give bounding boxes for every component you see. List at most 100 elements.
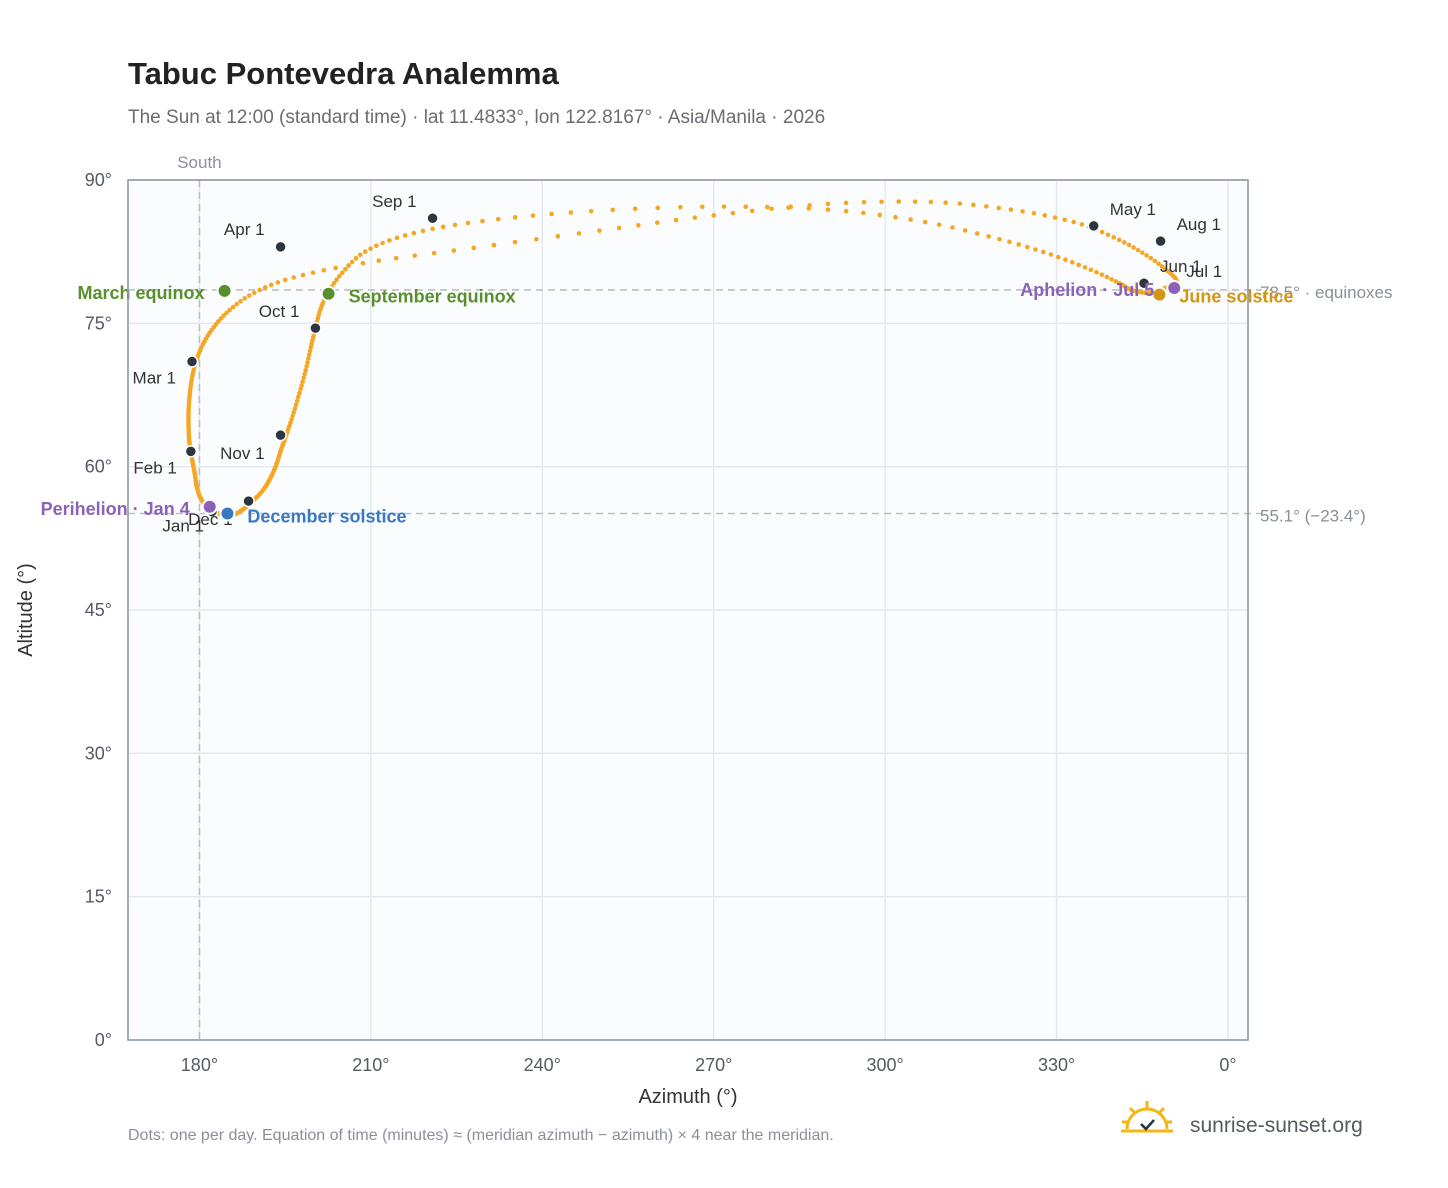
day-dot — [1117, 280, 1122, 286]
day-dot — [962, 228, 968, 233]
plot-frame — [127, 179, 1249, 1041]
chart-title: Tabuc Pontevedra Analemma — [128, 56, 559, 91]
day-dot — [632, 206, 638, 212]
day-dot — [1079, 222, 1085, 227]
day-dot — [368, 246, 373, 251]
day-dot — [1159, 264, 1165, 269]
y-axis-title: Altitude (°) — [15, 563, 37, 657]
day-dot — [1139, 250, 1145, 255]
event-label: Aphelion · Jul 5 — [1020, 280, 1154, 300]
day-dot — [957, 201, 963, 206]
day-dot — [251, 290, 257, 296]
day-dot — [1024, 244, 1030, 250]
day-dot — [1082, 265, 1088, 270]
chart-subtitle: The Sun at 12:00 (standard time) · lat 1… — [128, 107, 825, 128]
brand[interactable]: sunrise-sunset.org — [1121, 1101, 1363, 1137]
event-marker — [1166, 279, 1183, 296]
day-dot — [451, 248, 457, 253]
day-dot — [861, 199, 867, 205]
day-dot — [806, 206, 812, 211]
x-tick-label: 300° — [867, 1055, 904, 1075]
month-label: Apr 1 — [224, 220, 265, 239]
day-dot — [268, 282, 274, 288]
day-dot — [896, 199, 901, 204]
day-dot — [936, 222, 942, 227]
day-dot — [1113, 279, 1119, 284]
day-dot — [1069, 259, 1075, 265]
day-dot — [452, 222, 458, 228]
day-dot — [296, 394, 301, 400]
day-dot — [491, 242, 497, 248]
month-label: Nov 1 — [220, 444, 264, 463]
day-dot — [879, 199, 884, 205]
day-dot — [343, 266, 348, 272]
day-dot — [974, 231, 980, 236]
x-tick-label: 330° — [1038, 1055, 1075, 1075]
day-dot — [302, 371, 308, 377]
day-dot — [922, 219, 928, 225]
day-dot — [971, 202, 976, 208]
day-dot — [1016, 242, 1021, 247]
day-dot — [431, 250, 437, 256]
day-dot — [334, 277, 339, 282]
day-dot — [576, 231, 582, 236]
day-dot — [495, 216, 501, 222]
day-dot — [1094, 269, 1099, 275]
day-dot — [1131, 245, 1136, 250]
day-dot — [246, 293, 252, 298]
x-tick-label: 180° — [181, 1055, 218, 1075]
day-dot — [360, 260, 366, 266]
month-label: Jul 1 — [1186, 262, 1222, 281]
day-dot — [877, 212, 883, 218]
event-label: September equinox — [349, 287, 516, 307]
month-label: May 1 — [1110, 200, 1156, 219]
y-tick-label: 60° — [85, 457, 112, 477]
event-label: December solstice — [247, 506, 406, 526]
day-dot — [673, 217, 679, 223]
day-dot — [1031, 211, 1037, 216]
day-dot — [298, 386, 303, 392]
day-dot — [721, 204, 727, 209]
day-dot — [597, 228, 602, 233]
day-dot — [636, 222, 641, 228]
day-dot — [301, 375, 307, 381]
day-dot — [1109, 277, 1114, 282]
day-dot — [275, 280, 281, 285]
day-dot — [711, 213, 717, 218]
axis-ticks: 180° 210° 240° 270° 300° 330° 0° 0° 15° 30° 45° 60°… — [85, 170, 1237, 1075]
day-dot — [1062, 217, 1068, 223]
x-tick-label: 0° — [1219, 1055, 1236, 1075]
day-dot — [1008, 207, 1014, 212]
day-dot — [337, 273, 342, 279]
day-dot — [678, 204, 683, 210]
day-dot — [1099, 229, 1105, 235]
x-tick-label: 270° — [695, 1055, 732, 1075]
y-tick-label: 0° — [95, 1030, 112, 1050]
day-dot — [307, 348, 313, 354]
day-dot — [291, 410, 296, 415]
day-dot — [257, 287, 262, 293]
day-dot — [512, 215, 518, 220]
day-dot — [346, 263, 351, 268]
day-dot — [218, 316, 224, 321]
day-dot — [568, 210, 574, 215]
day-dot — [393, 255, 399, 261]
reference-lines: South 78.5° · equinoxes 55.1° (−23.4°) — [128, 153, 1393, 1040]
day-dot — [555, 234, 561, 239]
day-dot — [1056, 254, 1061, 260]
day-dot — [1105, 232, 1111, 238]
month-label: Jan 1 — [162, 517, 204, 536]
day-dot — [655, 205, 661, 211]
day-dot — [1063, 257, 1068, 263]
day-dot — [230, 304, 236, 310]
day-dot — [512, 239, 518, 245]
month-marker — [242, 494, 255, 508]
day-dot — [420, 228, 426, 234]
day-dot — [1152, 258, 1158, 264]
day-dot — [282, 277, 288, 283]
month-label: Oct 1 — [259, 302, 300, 321]
day-dot — [440, 224, 446, 230]
day-dot — [310, 270, 316, 275]
day-dot — [730, 210, 736, 216]
